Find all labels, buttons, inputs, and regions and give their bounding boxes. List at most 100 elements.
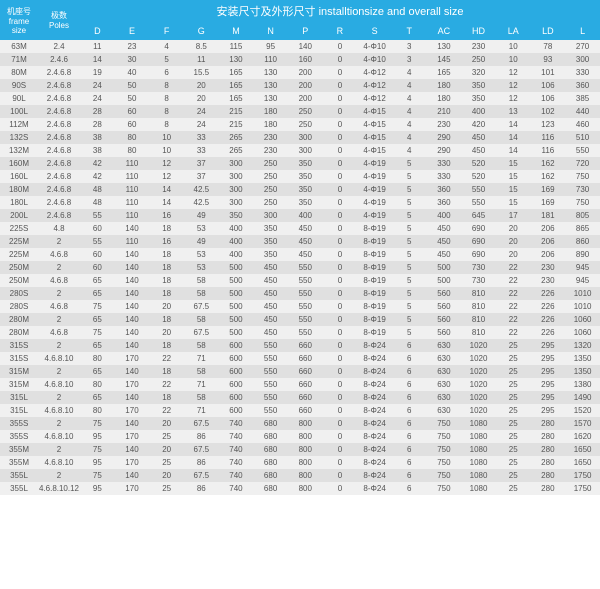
cell-poles: 2 (38, 443, 80, 456)
cell-value: 42.5 (184, 196, 219, 209)
cell-value: 25 (496, 378, 531, 391)
cell-value: 4-Φ19 (357, 157, 392, 170)
cell-value: 0 (323, 300, 358, 313)
cell-value: 8-Φ19 (357, 313, 392, 326)
cell-frame: 160L (0, 170, 38, 183)
cell-value: 450 (461, 131, 496, 144)
table-header: 机座号frame size 极数Poles 安装尺寸及外形尺寸 installt… (0, 0, 600, 40)
table-row: 315M265140185860055066008-Φ2466301020252… (0, 365, 600, 378)
cell-value: 250 (253, 196, 288, 209)
cell-value: 550 (253, 378, 288, 391)
cell-value: 22 (149, 404, 184, 417)
cell-value: 550 (253, 391, 288, 404)
cell-value: 630 (427, 391, 462, 404)
cell-value: 6 (392, 417, 427, 430)
cell-value: 520 (461, 157, 496, 170)
cell-value: 560 (427, 313, 462, 326)
cell-value: 0 (323, 469, 358, 482)
cell-value: 25 (496, 365, 531, 378)
cell-frame: 355S (0, 417, 38, 430)
cell-value: 4-Φ19 (357, 170, 392, 183)
cell-value: 660 (288, 391, 323, 404)
cell-value: 75 (80, 469, 115, 482)
cell-value: 42.5 (184, 183, 219, 196)
cell-value: 14 (496, 118, 531, 131)
cell-value: 730 (461, 274, 496, 287)
cell-value: 0 (323, 339, 358, 352)
cell-value: 1080 (461, 430, 496, 443)
cell-value: 280 (531, 456, 566, 469)
cell-value: 810 (461, 300, 496, 313)
cell-value: 25 (496, 352, 531, 365)
cell-value: 162 (531, 170, 566, 183)
cell-value: 20 (496, 248, 531, 261)
cell-value: 58 (184, 313, 219, 326)
cell-value: 680 (253, 430, 288, 443)
cell-value: 12 (149, 170, 184, 183)
cell-value: 75 (80, 326, 115, 339)
cell-value: 750 (427, 456, 462, 469)
cell-value: 93 (531, 53, 566, 66)
cell-value: 25 (496, 430, 531, 443)
cell-value: 48 (80, 196, 115, 209)
table-row: 315L265140185860055066008-Φ2466301020252… (0, 391, 600, 404)
cell-value: 226 (531, 326, 566, 339)
cell-value: 690 (461, 248, 496, 261)
cell-value: 180 (253, 105, 288, 118)
cell-value: 200 (288, 66, 323, 79)
cell-value: 500 (219, 287, 254, 300)
cell-value: 20 (149, 443, 184, 456)
cell-value: 8-Φ24 (357, 365, 392, 378)
cell-value: 4 (392, 105, 427, 118)
cell-value: 140 (115, 443, 150, 456)
cell-value: 22 (496, 287, 531, 300)
cell-value: 0 (323, 274, 358, 287)
cell-value: 0 (323, 326, 358, 339)
table-body: 63M2.4112348.51159514004-Φ10313023010782… (0, 40, 600, 495)
cell-value: 350 (288, 183, 323, 196)
cell-value: 550 (288, 326, 323, 339)
table-row: 280M4.6.8751402067.550045055008-Φ1955608… (0, 326, 600, 339)
cell-value: 645 (461, 209, 496, 222)
cell-value: 140 (115, 313, 150, 326)
cell-poles: 2.4.6.8 (38, 131, 80, 144)
cell-value: 15.5 (184, 66, 219, 79)
header-col-f: F (149, 22, 184, 40)
cell-frame: 225S (0, 222, 38, 235)
cell-value: 280 (531, 469, 566, 482)
cell-value: 400 (219, 222, 254, 235)
cell-value: 550 (288, 287, 323, 300)
cell-value: 290 (427, 144, 462, 157)
cell-value: 450 (427, 222, 462, 235)
cell-value: 500 (219, 274, 254, 287)
cell-value: 690 (461, 222, 496, 235)
cell-value: 140 (115, 326, 150, 339)
cell-value: 680 (253, 482, 288, 495)
cell-value: 550 (253, 365, 288, 378)
cell-value: 80 (80, 352, 115, 365)
cell-value: 500 (219, 300, 254, 313)
cell-value: 300 (219, 183, 254, 196)
cell-value: 181 (531, 209, 566, 222)
cell-value: 8-Φ19 (357, 326, 392, 339)
cell-value: 38 (80, 131, 115, 144)
cell-value: 22 (149, 352, 184, 365)
cell-value: 206 (531, 235, 566, 248)
cell-value: 450 (461, 144, 496, 157)
cell-value: 8-Φ24 (357, 417, 392, 430)
cell-value: 11 (184, 53, 219, 66)
cell-value: 0 (323, 235, 358, 248)
cell-value: 0 (323, 443, 358, 456)
cell-poles: 2.4.6.8 (38, 79, 80, 92)
cell-value: 4-Φ15 (357, 144, 392, 157)
cell-value: 25 (149, 430, 184, 443)
cell-value: 170 (115, 482, 150, 495)
cell-value: 0 (323, 118, 358, 131)
table-row: 200L2.4.6.855110164935030040004-Φ1954006… (0, 209, 600, 222)
cell-value: 560 (427, 287, 462, 300)
cell-frame: 160M (0, 157, 38, 170)
cell-value: 6 (392, 443, 427, 456)
cell-value: 5 (392, 183, 427, 196)
cell-value: 50 (115, 92, 150, 105)
header-col-ld: LD (531, 22, 566, 40)
